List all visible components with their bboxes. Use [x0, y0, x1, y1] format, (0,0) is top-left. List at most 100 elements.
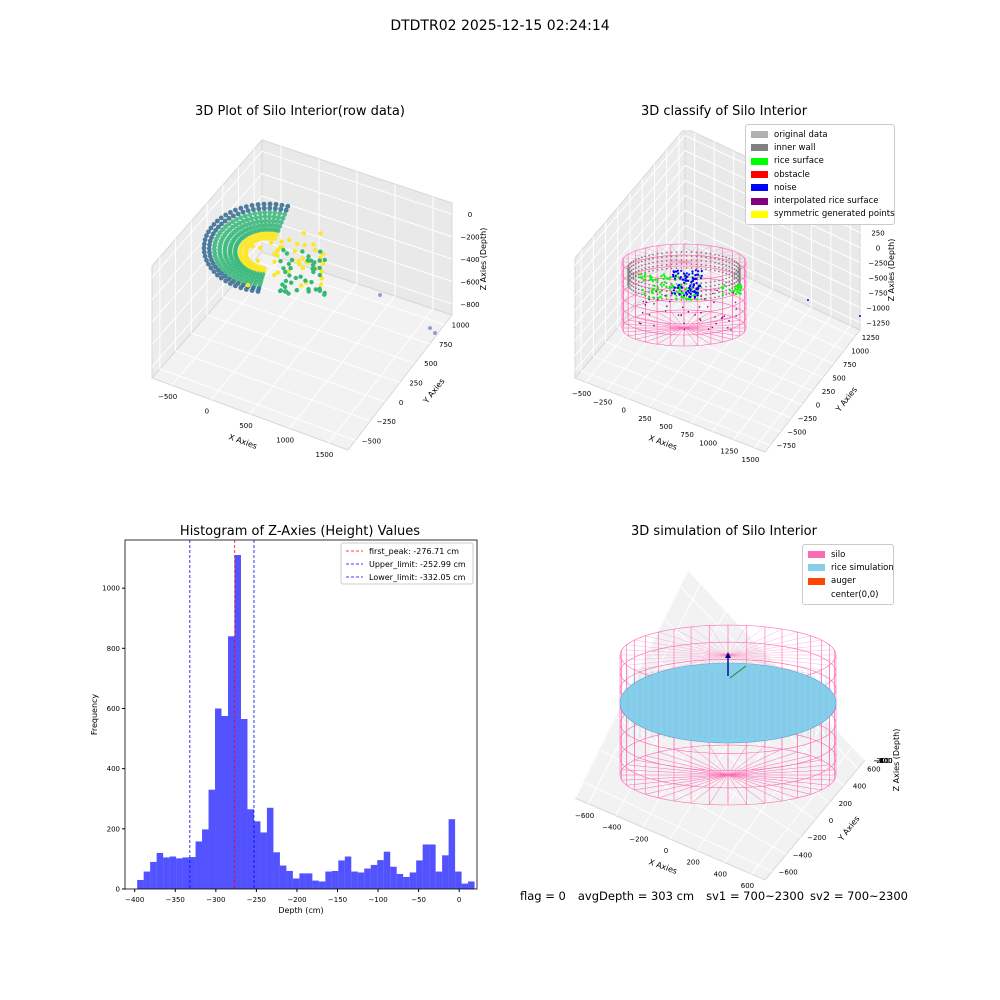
- silo-floor-spoke: [690, 774, 729, 804]
- raw-data-point: [301, 231, 306, 236]
- inner-wall-point: [665, 267, 668, 270]
- silo-top-spoke: [727, 654, 830, 666]
- raw-data-point: [249, 216, 254, 221]
- raw-data-point: [210, 231, 216, 237]
- raw-data-point: [251, 207, 256, 212]
- inner-wall-point: [735, 269, 738, 272]
- interpolated-surface-point: [680, 314, 682, 316]
- inner-wall-point: [731, 258, 733, 261]
- legend-label: original data: [774, 129, 828, 140]
- inner-wall-point: [733, 272, 736, 274]
- inner-wall-point: [661, 285, 663, 288]
- raw-data-point: [233, 283, 238, 289]
- inner-wall-point: [670, 263, 673, 266]
- inner-wall-point: [709, 265, 712, 267]
- silo-top-spoke: [727, 639, 822, 656]
- inner-wall-point: [629, 274, 631, 277]
- inner-wall-point: [714, 269, 716, 272]
- inner-wall-point: [648, 262, 650, 265]
- inner-wall-point: [630, 273, 633, 276]
- legend-entry: silo: [808, 548, 888, 561]
- histogram-bar: [247, 809, 254, 889]
- z-gridline: [574, 194, 861, 326]
- inner-wall-point: [630, 284, 633, 287]
- silo-floor-spoke: [683, 313, 723, 329]
- rice-surface-point: [734, 287, 737, 291]
- inner-wall-point: [661, 252, 663, 255]
- inner-wall-point: [632, 286, 635, 288]
- rice-surface-point: [662, 273, 665, 276]
- inner-wall-point: [728, 292, 731, 295]
- raw-data-point: [204, 257, 209, 263]
- silo-top-spoke: [727, 649, 835, 656]
- inner-wall-point: [731, 283, 733, 286]
- inner-wall-point: [725, 268, 728, 271]
- y-tick-label: 800: [107, 645, 120, 653]
- interpolated-surface-point: [677, 314, 680, 316]
- raw-data-point: [292, 248, 298, 254]
- silo-top-spoke: [683, 245, 712, 263]
- raw-data-point: [207, 253, 213, 259]
- x-tick-label: −300: [206, 896, 225, 904]
- rice-surface-point: [641, 276, 644, 279]
- inner-wall-point: [705, 264, 707, 267]
- raw-data-point: [235, 211, 241, 217]
- raw-data-point: [255, 258, 260, 263]
- inner-wall-point: [725, 256, 728, 259]
- raw-data-point: [302, 242, 307, 248]
- x-tick-label: 0: [664, 847, 668, 855]
- y-tick-label: 250: [409, 380, 422, 388]
- raw-data-point: [285, 203, 291, 209]
- inner-wall-point: [644, 290, 647, 293]
- y-tick-label: 200: [107, 825, 120, 833]
- raw-data-point: [215, 218, 220, 224]
- raw-data-point: [281, 247, 286, 253]
- histogram-bar: [442, 855, 449, 889]
- raw-data-point: [206, 229, 211, 235]
- histogram-bar: [383, 851, 391, 889]
- silo-floor-spoke: [634, 759, 729, 776]
- inner-wall-point: [665, 263, 668, 266]
- interpolated-surface-point: [653, 324, 655, 327]
- rice-surface-point: [669, 276, 672, 279]
- inner-wall-point: [640, 264, 643, 267]
- histogram-bar: [202, 829, 209, 889]
- raw-data-point: [254, 219, 260, 225]
- interpolated-surface-point: [648, 313, 651, 316]
- inner-wall-point: [714, 253, 716, 256]
- inner-wall-point: [630, 261, 633, 264]
- rice-surface-point: [736, 288, 740, 291]
- inner-wall-point: [738, 268, 740, 270]
- legend-entry: symmetric generated points: [751, 208, 895, 221]
- raw-data-point: [241, 218, 246, 224]
- z-tick-label: −200: [873, 757, 892, 765]
- raw-data-point: [267, 201, 273, 207]
- legend-swatch: [751, 131, 768, 139]
- silo-floor-spoke: [683, 327, 740, 337]
- raw-data-point: [223, 224, 228, 230]
- raw-data-point: [300, 266, 305, 271]
- z-tick-label: −250: [868, 260, 887, 268]
- inner-wall-point: [731, 270, 733, 273]
- inner-wall-point: [718, 287, 720, 290]
- x-tick-label: −200: [287, 896, 306, 904]
- interpolated-surface-point: [716, 289, 718, 292]
- y-gridline: [191, 332, 386, 403]
- y-tick-label: 1000: [452, 322, 470, 330]
- x-tick-label: −50: [411, 896, 426, 904]
- inner-wall-point: [635, 279, 637, 282]
- rice-surface-point: [739, 286, 743, 289]
- raw-data-point: [300, 255, 305, 261]
- interpolated-surface-point: [698, 306, 701, 308]
- inner-wall-point: [728, 269, 731, 272]
- z-tick-label: −400: [873, 757, 892, 765]
- rice-surface-point: [653, 278, 657, 281]
- rice-surface-point: [643, 273, 647, 276]
- inner-wall-point: [627, 277, 630, 280]
- raw-data-point: [223, 278, 229, 284]
- histogram-bar: [279, 865, 287, 889]
- inner-wall-point: [725, 264, 728, 267]
- inner-wall-point: [685, 263, 688, 265]
- inner-wall-point: [738, 273, 741, 276]
- inner-wall-point: [680, 299, 683, 301]
